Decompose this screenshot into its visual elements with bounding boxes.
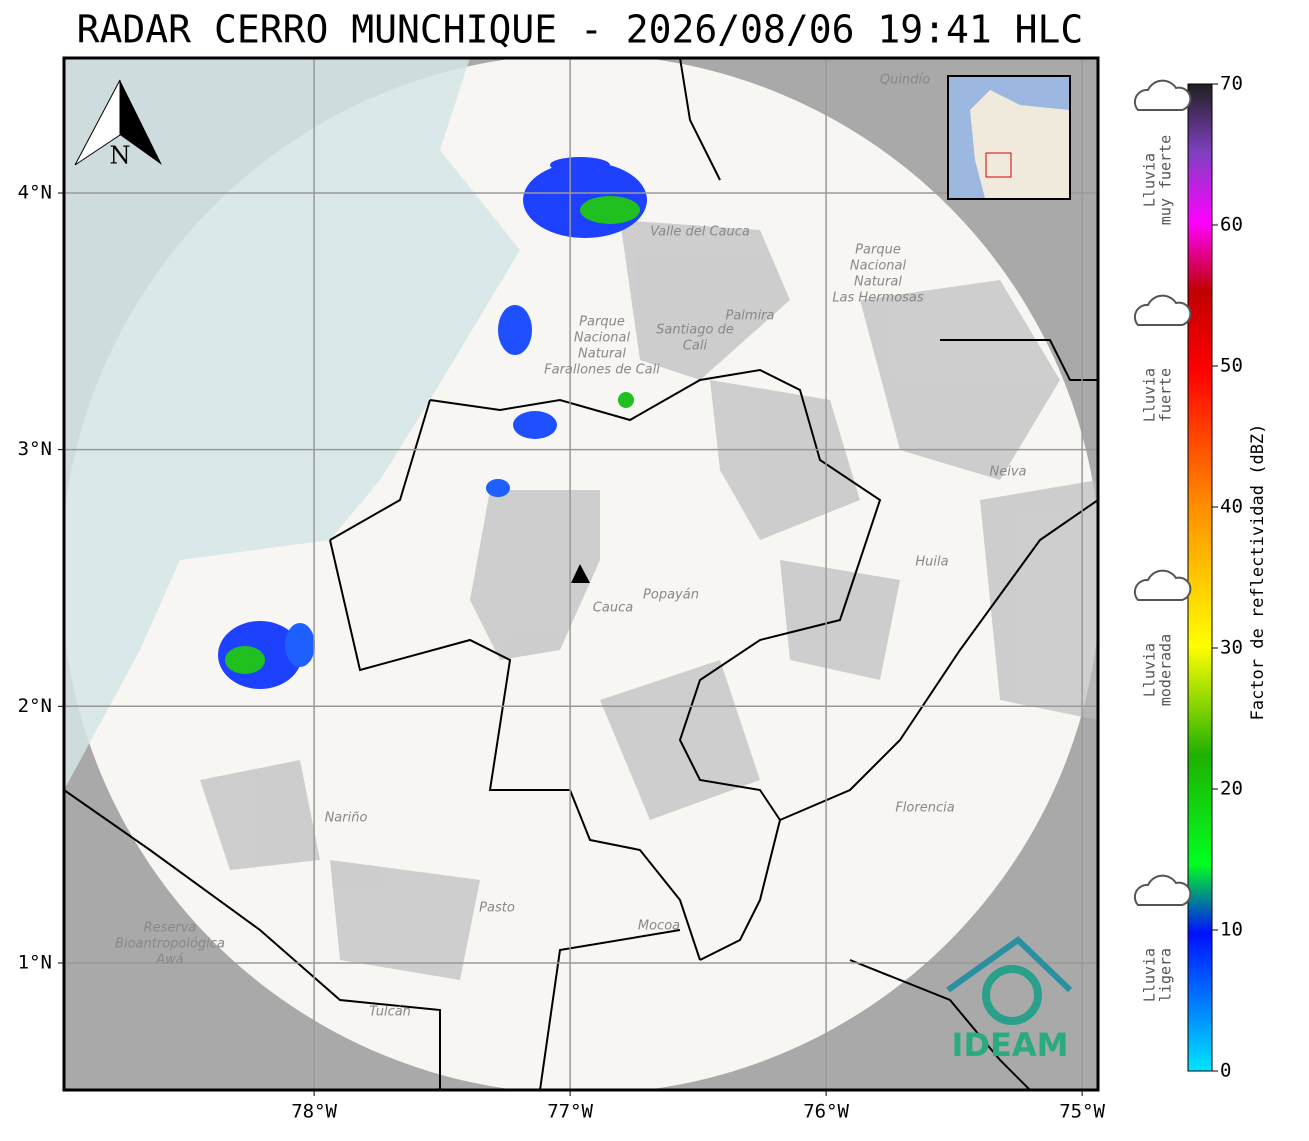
place-label: Nacional [574, 331, 631, 346]
colorbar-tick-label: 60 [1220, 214, 1243, 236]
place-label: Natural [578, 347, 626, 362]
inset-map [947, 75, 1071, 200]
map-frame [62, 56, 1100, 1092]
colorbar-label: Factor de reflectividad (dBZ) [1248, 424, 1268, 721]
y-tick-label: 4°N [18, 181, 52, 203]
place-label: Mocoa [638, 919, 680, 934]
cloud [1133, 294, 1192, 326]
place-label: Valle del Cauca [650, 225, 750, 240]
place-label: Palmira [725, 309, 774, 324]
rain-label: Lluvia [1141, 948, 1159, 1002]
place-label: Nariño [325, 811, 368, 826]
place-label: Farallones de Cali [544, 363, 660, 378]
rain-label: Lluvia [1141, 643, 1159, 697]
place-label: Florencia [895, 801, 954, 816]
place-label: Huila [915, 555, 948, 570]
place-label: Reserva [144, 921, 197, 936]
axes: 78°W 77°W 76°W 75°W 4°N 3°N 2°N 1°N [18, 181, 1106, 1122]
place-label: Awá [155, 953, 184, 968]
logo-text: IDEAM [952, 1026, 1069, 1064]
colorbar-tick-label: 20 [1220, 778, 1243, 800]
place-label: Natural [854, 275, 902, 290]
place-label: Las Hermosas [832, 291, 924, 306]
x-tick-label: 75°W [1059, 1101, 1105, 1123]
rain-label: muy fuerte [1157, 135, 1175, 225]
rain-label: fuerte [1157, 368, 1175, 422]
place-label: Pasto [479, 901, 515, 916]
place-label: Cauca [593, 601, 633, 616]
rain-label: Lluvia [1141, 368, 1159, 422]
ocean [64, 58, 520, 790]
north-arrow: N [74, 79, 162, 170]
north-label: N [110, 142, 131, 170]
colorbar-tick-label: 40 [1220, 496, 1243, 518]
cloud [1133, 874, 1192, 906]
place-label: Popayán [643, 588, 699, 603]
rain-label: Lluvia [1141, 153, 1159, 207]
x-tick-label: 77°W [547, 1101, 593, 1123]
x-tick-label: 76°W [803, 1101, 849, 1123]
place-label: Parque [579, 315, 625, 330]
title: RADAR CERRO MUNCHIQUE - 2026/08/06 19:41… [77, 8, 1084, 52]
ideam-logo: IDEAM [946, 936, 1073, 1064]
rain-label: ligera [1157, 948, 1175, 1002]
place-label: Tulcán [369, 1005, 411, 1020]
rain-label: moderada [1157, 634, 1175, 706]
place-label: Santiago de [656, 323, 734, 338]
colorbar-tick-label: 10 [1220, 919, 1243, 941]
y-tick-label: 1°N [18, 951, 52, 973]
grid [64, 58, 1098, 1090]
borders [64, 58, 1098, 1090]
place-label: Quindío [880, 73, 930, 88]
place-label: Nacional [850, 259, 907, 274]
colorbar-tick-label: 50 [1220, 355, 1243, 377]
colorbar [1187, 83, 1213, 1072]
place-label: Bioantropológica [115, 937, 225, 952]
place-label: Cali [683, 339, 708, 354]
place-label: Parque [855, 243, 901, 258]
colorbar-tick-label: 30 [1220, 637, 1243, 659]
radar-site [571, 564, 590, 583]
x-tick-label: 78°W [291, 1101, 337, 1123]
cloud [1133, 79, 1192, 111]
colorbar-tick-label: 70 [1220, 73, 1243, 95]
place-label: Neiva [990, 465, 1027, 480]
cloud [1133, 569, 1192, 601]
colorbar-tick-label: 0 [1220, 1060, 1231, 1082]
y-tick-label: 2°N [18, 695, 52, 717]
y-tick-label: 3°N [18, 438, 52, 460]
radar-echoes [218, 157, 647, 689]
colorbar-ticks: 0 10 20 30 40 50 60 70 [1212, 73, 1243, 1082]
